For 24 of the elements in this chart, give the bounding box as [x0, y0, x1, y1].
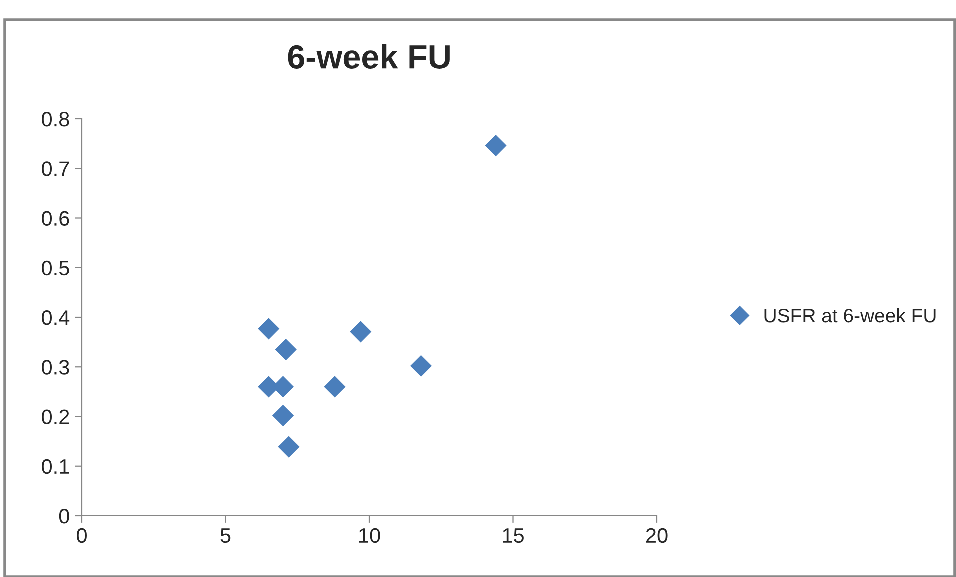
legend-label: USFR at 6-week FU [764, 308, 936, 323]
y-tick-label: 0.3 [42, 360, 70, 375]
point [278, 436, 300, 458]
x-tick-label: 5 [220, 528, 231, 544]
point [276, 339, 297, 360]
y-tick-label: 0.1 [42, 459, 70, 474]
x-tick-label: 10 [360, 528, 380, 544]
y-tick-label: 0.7 [42, 162, 70, 176]
chart-title: 6-week FU [288, 44, 450, 69]
point [272, 405, 294, 426]
y-tick-label: 0.6 [42, 211, 70, 226]
x-tick-label: 0 [77, 528, 87, 544]
y-tick-label: 0.5 [42, 260, 70, 276]
y-tick-label: 0.2 [42, 410, 70, 425]
x-tick-label: 20 [646, 528, 668, 544]
y-tick-label: 0 [59, 509, 70, 524]
point [410, 356, 432, 377]
y-tick-label: 0.8 [42, 112, 70, 127]
x-tick-label: 15 [503, 528, 524, 544]
point [350, 321, 372, 342]
point [258, 318, 280, 340]
point [324, 376, 346, 398]
point [485, 135, 507, 156]
y-tick-label: 0.4 [42, 310, 70, 326]
